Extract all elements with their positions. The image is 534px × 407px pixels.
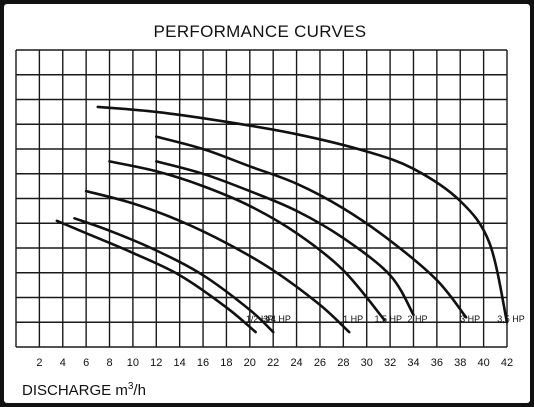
x-tick-label: 24 xyxy=(290,357,302,369)
grid xyxy=(15,49,508,348)
x-tick-label: 40 xyxy=(477,357,489,369)
series-line-5 xyxy=(155,135,468,319)
series-label-4: 2 HP xyxy=(407,314,427,324)
x-tick-label: 28 xyxy=(337,357,349,369)
series-line-4 xyxy=(155,160,415,317)
series-label-3: 1,5 HP xyxy=(374,314,402,324)
x-tick-label: 14 xyxy=(174,357,186,369)
x-tick-label: 8 xyxy=(106,357,112,369)
series-line-2 xyxy=(84,189,351,334)
x-tick-label: 22 xyxy=(267,357,279,369)
series-label-2: 1 HP xyxy=(343,314,363,324)
performance-chart: PERFORMANCE CURVES 1/2 HP3/4 HP 1 HP 1,5 H… xyxy=(15,22,525,399)
series-labels: 1/2 HP3/4 HP 1 HP 1,5 HP 2 HP 3 HP 3,5 HP xyxy=(246,314,525,324)
series-label-5: 3 HP xyxy=(460,314,480,324)
chart-frame: PERFORMANCE CURVES 1/2 HP 3/4 HP 1 HP 1,5 H… xyxy=(4,4,530,403)
x-tick-label: 32 xyxy=(384,357,396,369)
series-label-0: 1/2 HP xyxy=(246,314,274,324)
x-tick-label: 18 xyxy=(220,357,232,369)
x-tick-label: 36 xyxy=(431,357,443,369)
x-axis-label: DISCHARGE m3/h xyxy=(22,381,146,399)
x-tick-label: 26 xyxy=(314,357,326,369)
series-line-3 xyxy=(108,160,386,322)
x-tick-labels: 2 4 6 8 10 12 14 16 18 20 22 24 26 28 30 32 34 36 38 40 42 xyxy=(36,357,513,369)
x-tick-label: 6 xyxy=(83,357,89,369)
x-tick-label: 42 xyxy=(501,357,513,369)
series-label-6: 3,5 HP xyxy=(497,314,525,324)
x-tick-label: 20 xyxy=(244,357,256,369)
x-tick-label: 12 xyxy=(150,357,162,369)
x-axis-label-unit: /h xyxy=(133,382,146,399)
series-line-1 xyxy=(73,217,275,334)
x-tick-label: 34 xyxy=(407,357,419,369)
x-tick-label: 30 xyxy=(361,357,373,369)
chart-title: PERFORMANCE CURVES xyxy=(154,22,367,41)
curves xyxy=(55,105,509,334)
series-line-0 xyxy=(55,219,257,334)
x-tick-label: 38 xyxy=(454,357,466,369)
series-line-6 xyxy=(96,105,509,324)
x-tick-label: 4 xyxy=(60,357,66,369)
x-tick-label: 2 xyxy=(36,357,42,369)
x-axis-label-superscript: 3 xyxy=(128,381,134,392)
x-tick-label: 16 xyxy=(197,357,209,369)
series-label-1: 3/4 HP xyxy=(263,314,291,324)
x-tick-label: 10 xyxy=(127,357,139,369)
x-axis-label-text: DISCHARGE m xyxy=(22,382,128,399)
